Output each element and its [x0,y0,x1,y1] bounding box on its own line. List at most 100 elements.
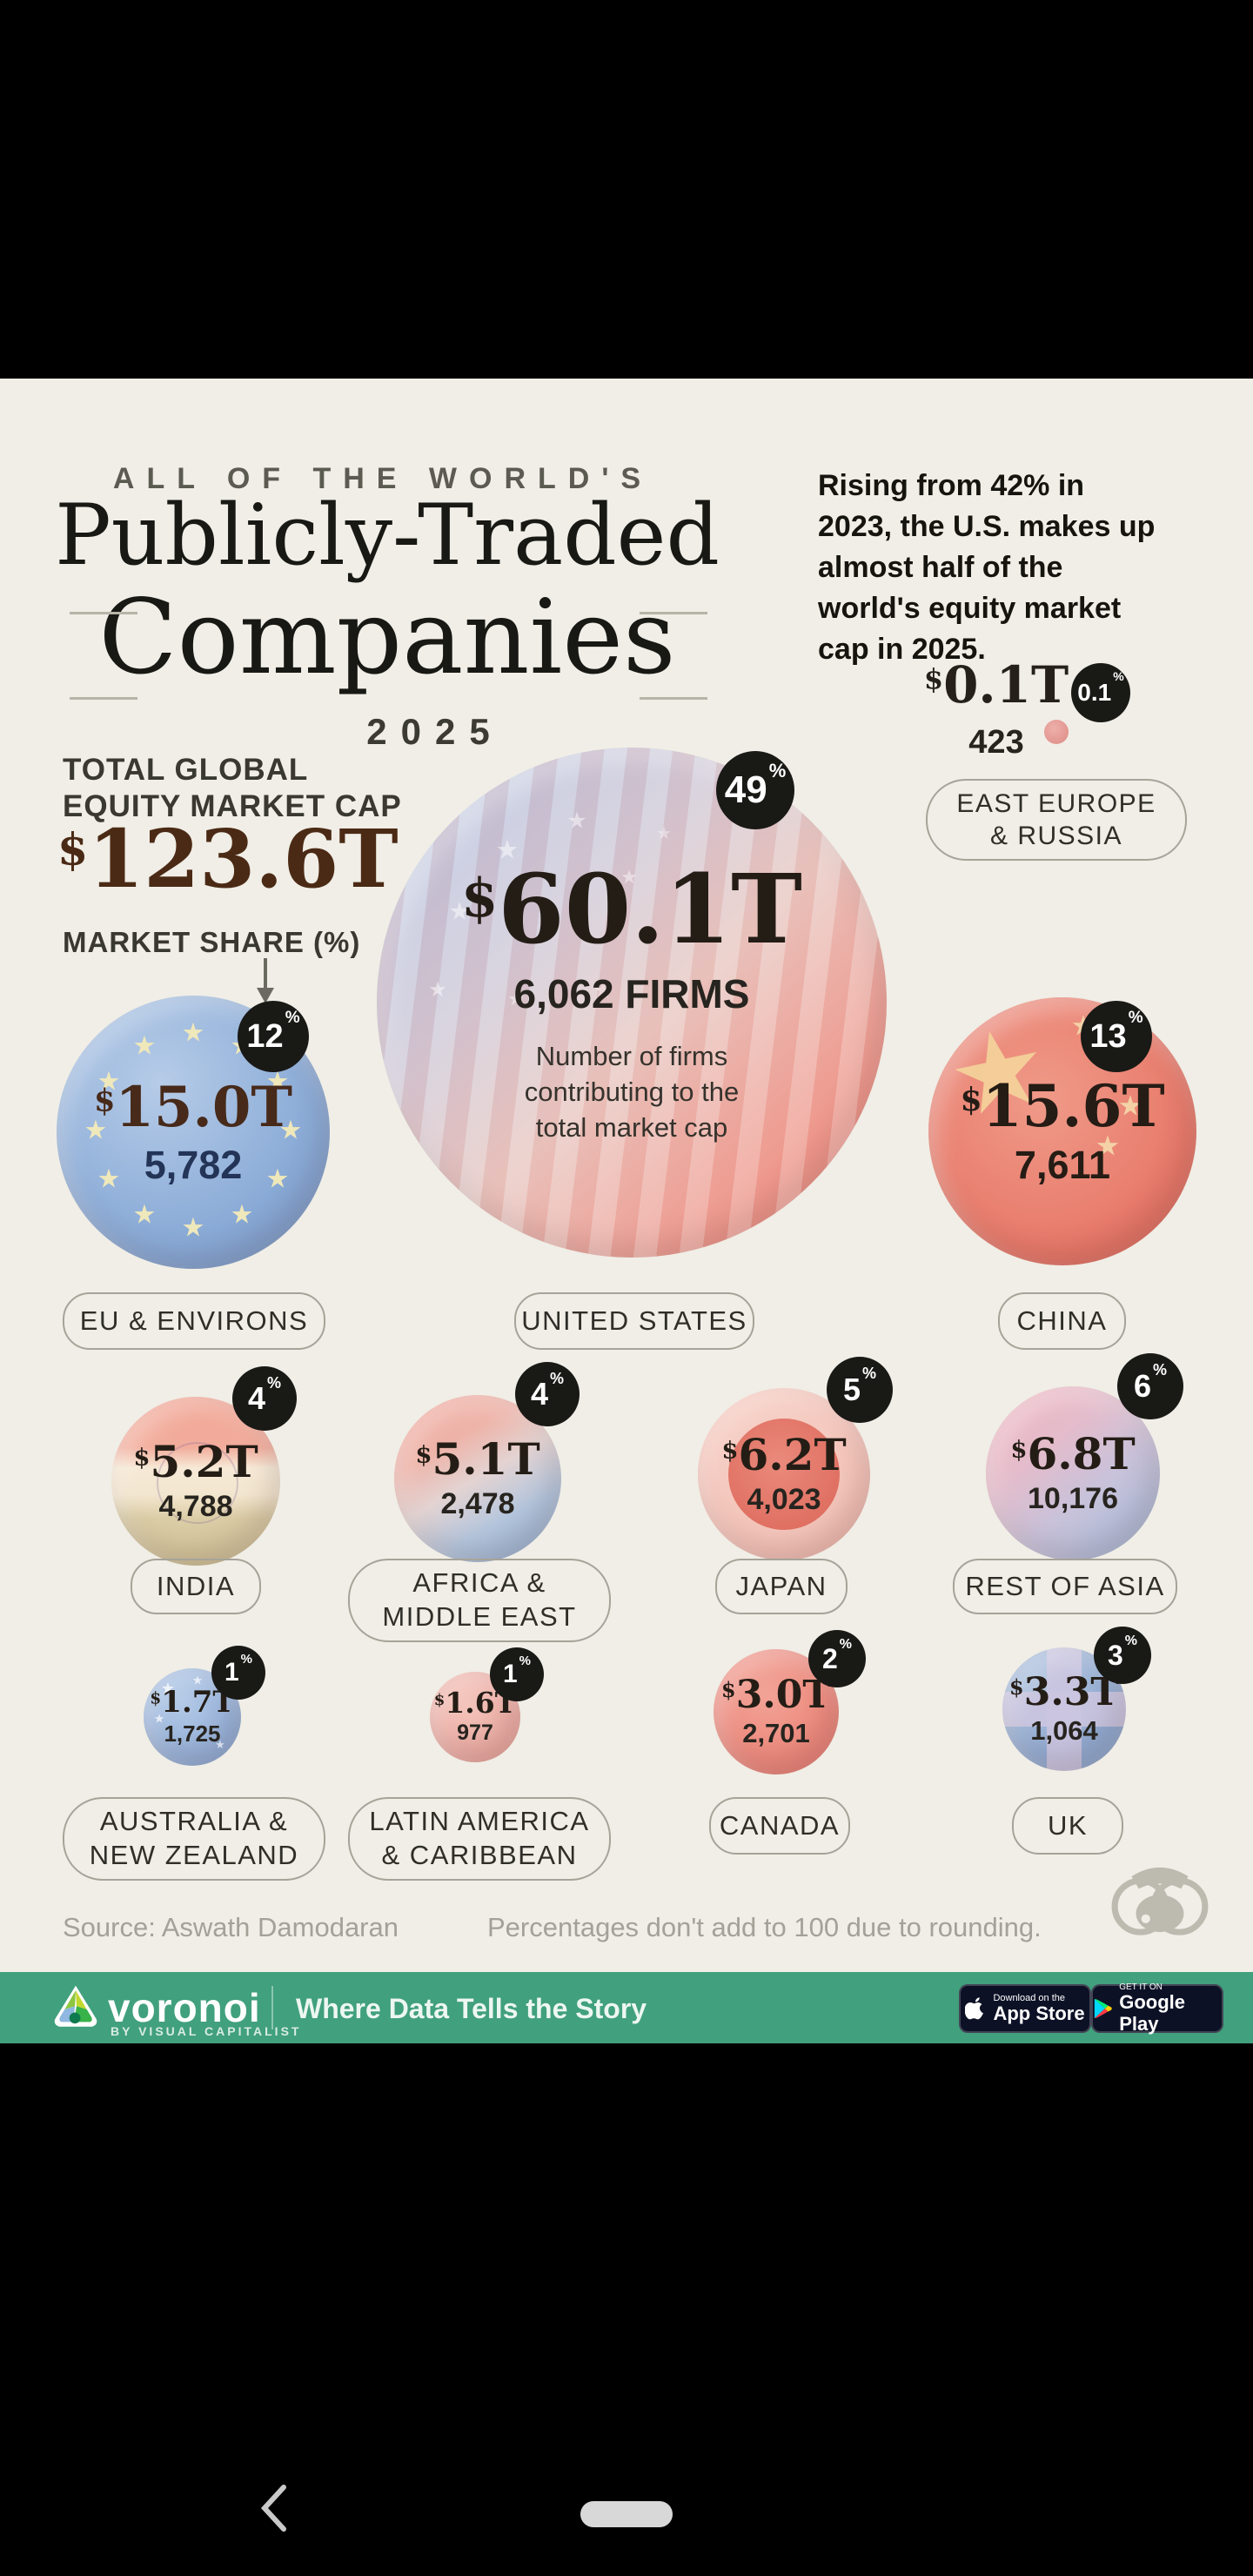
region-pill-india: INDIA [131,1559,261,1614]
market-share-label: MARKET SHARE (%) [63,926,361,958]
japan-market-cap: $6.2T [721,1429,847,1481]
star-icon: ★ [541,908,560,932]
us-firms-note: Number of firms contributing to the tota… [524,1041,740,1144]
india-share-badge: 4% [232,1366,297,1431]
voronoi-wordmark: voronoi [108,1985,261,2030]
footer-tagline: Where Data Tells the Story [296,1993,647,2024]
source-text: Source: Aswath Damodaran [63,1912,399,1942]
app-store-badge-bottom: App Store [993,2002,1085,2024]
star-icon: ★ [656,824,672,843]
title-rule [640,697,707,700]
uk-share-badge: 3% [1094,1627,1151,1684]
total-label-line1: TOTAL GLOBAL [63,753,309,787]
east-europe-share-badge: 0.1% [1071,663,1130,722]
star-icon: ★ [620,865,638,888]
region-pill-uk: UK [1012,1797,1123,1855]
poster-title-line1: Publicly-Traded [55,486,720,584]
region-pill-eu-environs: EU & ENVIRONS [63,1292,325,1350]
bubble-rest-of-asia: $6.8T 10,176 [986,1386,1160,1560]
poster-title-line2: Companies [98,577,676,697]
rest-of-asia-market-cap: $6.8T [1010,1428,1136,1480]
kicker-text: ALL OF THE WORLD'S [112,462,653,495]
title-rule [640,612,707,614]
app-store-badge-top: Download on the [993,1992,1065,2003]
star-icon: ★ [1095,1130,1121,1162]
star-icon: ★ [428,977,447,1002]
star-icon: ★ [153,1711,165,1726]
title-rule [70,612,137,614]
canada-firms: 2,701 [742,1718,810,1749]
footer-divider [271,1986,273,2029]
star-icon: ★ [181,1018,205,1048]
uk-firms: 1,064 [1030,1715,1098,1747]
google-play-badge-bottom: Google Play [1119,1991,1186,2035]
bubble-united-states: ★ ★ ★ ★ ★ ★ ★ ★ ★ $60.1T 6,062 FIRMS Num… [377,748,887,1258]
star-icon: ★ [132,1200,157,1230]
title-rule [70,697,137,700]
poster-year: 2025 [366,711,504,752]
apple-icon [965,1997,984,2020]
star-icon: ★ [160,1680,176,1698]
region-pill-united-states: UNITED STATES [514,1292,754,1350]
star-icon: ★ [97,1067,121,1097]
east-europe-bubble [1044,720,1069,744]
australia-share-badge: 1% [211,1646,265,1700]
us-annotation: Rising from 42% in 2023, the U.S. makes … [818,469,1156,666]
voronoi-footer-bar: voronoi BY VISUAL CAPITALIST Where Data … [0,1972,1253,2043]
star-icon: ★ [215,1737,225,1751]
nav-home-pill[interactable] [580,2501,673,2527]
star-icon: ★ [507,987,525,1010]
google-play-badge-top: GET IT ON [1119,1982,1163,1993]
uk-market-cap: $3.3T [1008,1669,1120,1714]
japan-flag-sun [728,1419,840,1530]
eu-firms: 5,782 [144,1142,243,1187]
app-store-badge[interactable]: Download on the App Store [959,1984,1091,2033]
latin-america-share-badge: 1% [490,1647,544,1701]
india-chakra-ring [157,1442,238,1524]
star-icon: ★ [448,897,471,925]
rest-of-asia-share-badge: 6% [1117,1353,1183,1419]
africa-firms: 2,478 [440,1486,515,1520]
us-share-badge: 49% [716,751,794,829]
region-pill-canada: CANADA [709,1797,850,1855]
china-firms: 7,611 [1014,1142,1111,1187]
japan-firms: 4,023 [747,1482,821,1516]
down-arrow-icon [257,958,274,1003]
region-pill-east-europe: EAST EUROPE & RUSSIA [926,779,1187,861]
total-value: $123.6T [57,812,399,906]
east-europe-firms: 423 [968,724,1024,761]
rest-of-asia-firms: 10,176 [1028,1481,1118,1515]
star-icon: ★ [230,1200,254,1230]
nav-back-icon[interactable] [258,2484,292,2532]
region-pill-africa-middle-east: AFRICA & MIDDLE EAST [348,1559,611,1642]
africa-market-cap: $5.1T [415,1433,540,1486]
star-icon: ★ [265,1164,290,1194]
canada-share-badge: 2% [808,1630,866,1687]
us-firms: 6,062 FIRMS [513,970,750,1016]
eu-share-badge: 12% [238,1001,309,1072]
total-label-line2: EQUITY MARKET CAP [63,789,402,823]
canada-market-cap: $3.0T [720,1672,832,1717]
india-firms: 4,788 [158,1489,233,1523]
google-play-icon [1094,1998,1112,2019]
africa-share-badge: 4% [515,1362,580,1426]
china-share-badge: 13% [1081,1001,1152,1072]
latin-america-firms: 977 [457,1721,493,1746]
voronoi-byline: BY VISUAL CAPITALIST [111,2024,302,2038]
china-market-cap: $15.6T [960,1071,1165,1140]
us-flag-stripes [377,748,887,1258]
star-icon: ★ [593,976,613,1003]
region-pill-latin-america: LATIN AMERICA & CARIBBEAN [348,1797,611,1881]
star-icon: ★ [84,1116,108,1145]
bubble-china: ★ ★ ★ ★ ★ $15.6T 7,611 [928,997,1196,1265]
region-pill-japan: JAPAN [715,1559,848,1614]
infographic-poster: ALL OF THE WORLD'S Publicly-Traded Compa… [0,379,1253,1972]
star-icon: ★ [181,1213,205,1243]
star-icon: ★ [97,1164,121,1194]
india-market-cap: $5.2T [133,1436,258,1488]
star-icon: ★ [1117,1090,1143,1122]
japan-share-badge: 5% [827,1357,893,1423]
google-play-badge[interactable]: GET IT ON Google Play [1091,1982,1223,2035]
rounding-note: Percentages don't add to 100 due to roun… [487,1912,1042,1942]
